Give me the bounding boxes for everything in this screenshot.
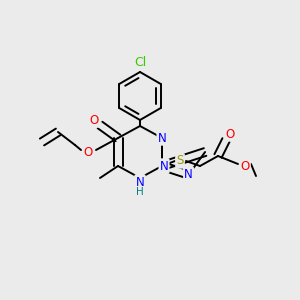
Text: O: O [83, 146, 93, 158]
Text: O: O [89, 113, 99, 127]
Text: S: S [176, 154, 184, 167]
Text: N: N [158, 131, 166, 145]
Text: Cl: Cl [134, 56, 146, 68]
Text: N: N [136, 176, 144, 188]
Text: N: N [184, 168, 193, 181]
Text: H: H [136, 187, 144, 197]
Text: O: O [225, 128, 235, 140]
Text: N: N [160, 160, 168, 172]
Text: O: O [240, 160, 250, 172]
